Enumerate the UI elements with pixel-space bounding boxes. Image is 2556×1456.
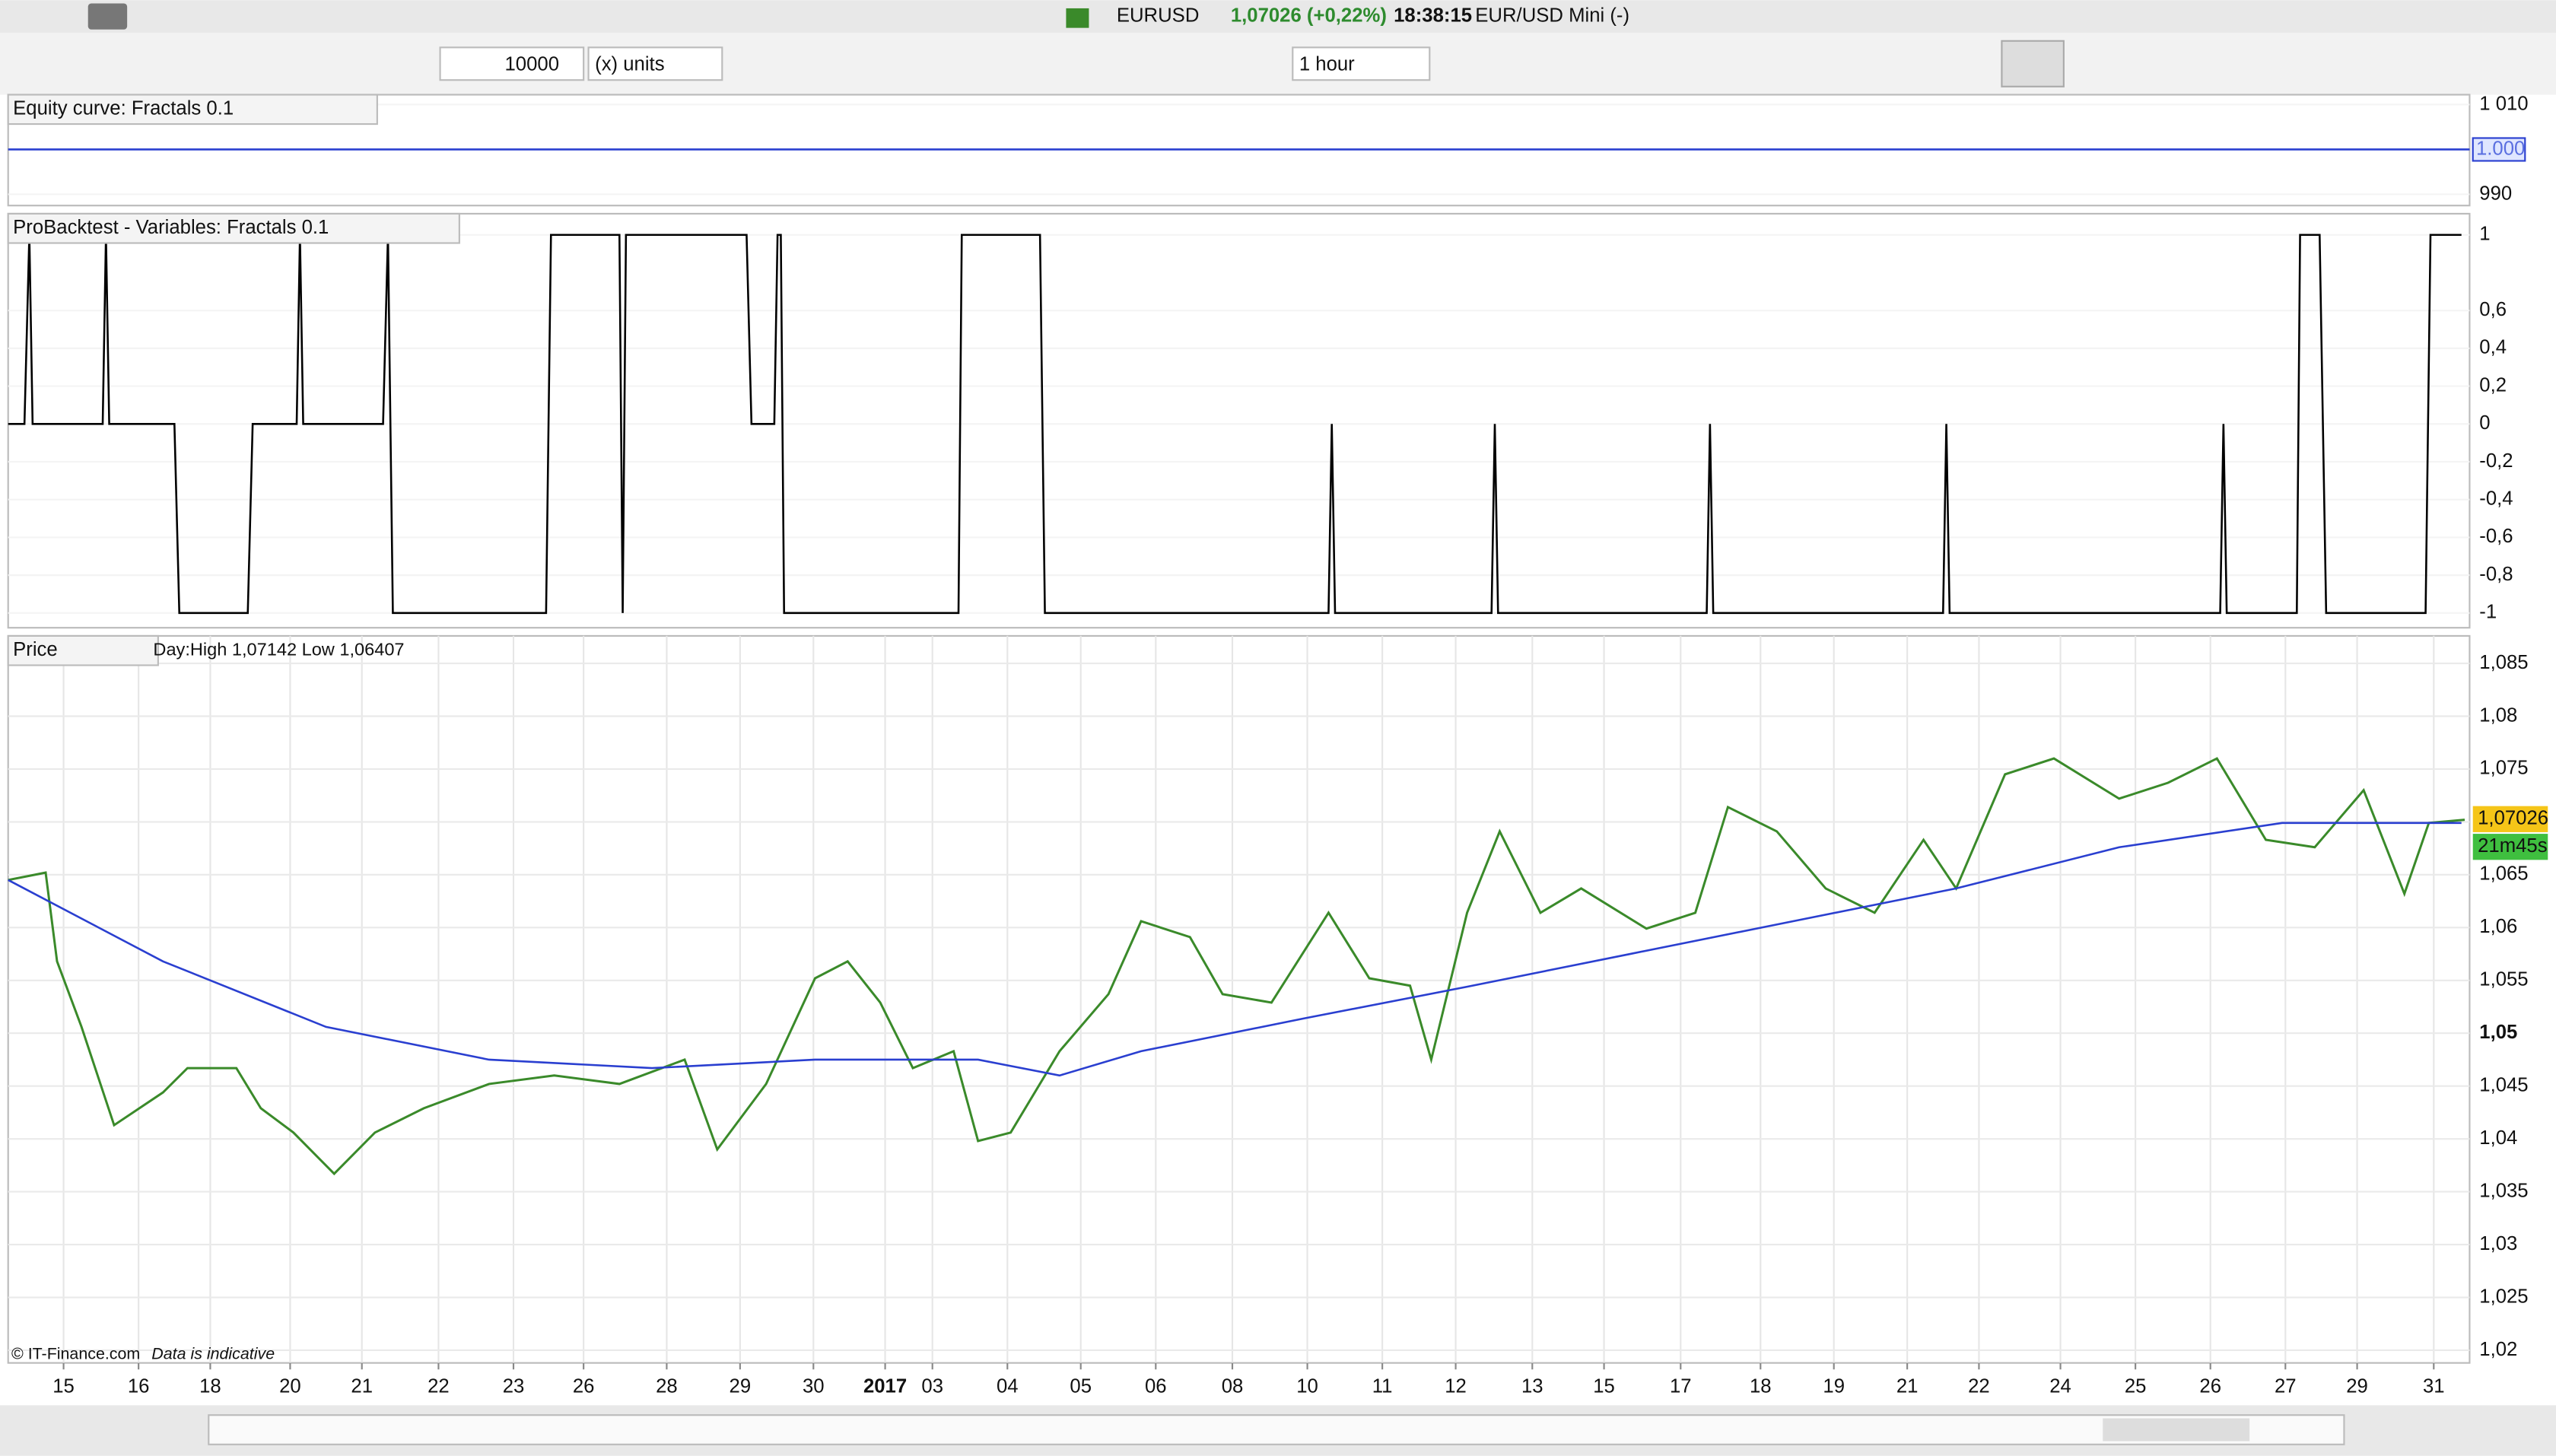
clock: 18:38:15 [1394,5,1472,26]
x-tick-label: 28 [656,1376,678,1397]
x-tick-label: 29 [2346,1376,2368,1397]
x-tick-label: 03 [921,1376,943,1397]
y-tick-label: -0,2 [2479,450,2513,472]
x-tick-label: 22 [1968,1376,1990,1397]
panel [7,634,2471,1364]
y-tick-label: 990 [2479,183,2512,204]
y-tick-label: 1,045 [2479,1074,2528,1095]
series-line [8,234,2462,615]
timeframe-select[interactable] [1292,46,1431,81]
series-line [8,757,2465,1176]
toolbar [0,33,2556,95]
y-tick-label: 1,075 [2479,758,2528,779]
last-price-label: 1,07026 [2478,808,2548,829]
panel-title-box [7,634,159,666]
x-tick-label: 16 [128,1376,150,1397]
data-note: Data is indicative [151,1345,275,1363]
y-tick-label: 1 [2479,224,2490,245]
last-price-box [2472,806,2548,832]
keyboard-button[interactable] [87,3,128,30]
series-line [8,822,2462,1077]
copyright: © IT-Finance.com [11,1345,140,1363]
x-tick-label: 26 [573,1376,595,1397]
day-range: Day:High 1,07142 Low 1,06407 [153,639,404,659]
panel-title-box [7,94,378,126]
y-tick-label: 0 [2479,412,2490,434]
x-tick-label: 05 [1070,1376,1092,1397]
y-tick-label: 1,025 [2479,1286,2528,1307]
quantity: 10000 [505,54,559,75]
y-tick-label: 1,035 [2479,1180,2528,1201]
panel [7,212,2471,629]
y-tick-label: 0,4 [2479,337,2507,358]
x-tick-label: 12 [1445,1376,1467,1397]
quote: 1,07026 (+0,22%) [1231,5,1387,26]
chart-tools-button[interactable] [2001,40,2065,87]
last-value-box [2472,137,2526,162]
x-tick-label: 27 [2275,1376,2297,1397]
y-tick-label: 1,02 [2479,1339,2517,1360]
y-tick-label: 0,2 [2479,374,2507,396]
y-tick-label: 1,03 [2479,1233,2517,1254]
x-tick-label: 04 [997,1376,1019,1397]
y-tick-label: 1 010 [2479,93,2528,114]
x-tick-label: 31 [2423,1376,2445,1397]
x-tick-label: 18 [1750,1376,1772,1397]
x-tick-label: 11 [1372,1376,1393,1397]
last-value-label: 1.000 [2476,138,2525,159]
y-tick-label: 1,065 [2479,863,2528,885]
x-tick-label: 15 [1593,1376,1615,1397]
title-bar [0,0,2556,33]
panel-title: ProBacktest - Variables: Fractals 0.1 [13,217,329,238]
y-tick-label: 1,08 [2479,704,2517,726]
x-tick-label: 17 [1670,1376,1692,1397]
countdown: 21m45s [2478,835,2547,857]
x-tick-label: 23 [503,1376,525,1397]
panel-title: Price [13,639,58,660]
y-tick-label: -0,6 [2479,526,2513,547]
y-tick-label: -1 [2479,602,2497,623]
x-tick-label: 21 [1896,1376,1919,1397]
quantity-input[interactable] [439,46,585,81]
x-tick-label: 18 [199,1376,221,1397]
y-tick-label: -0,4 [2479,488,2513,510]
x-tick-label: 20 [279,1376,301,1397]
y-tick-label: 1,085 [2479,652,2528,673]
x-tick-label: 26 [2199,1376,2221,1397]
panel-title-box [7,212,460,244]
x-tick-label: 15 [52,1376,75,1397]
instrument: EUR/USD Mini (-) [1475,5,1629,26]
y-tick-label: 1,04 [2479,1127,2517,1149]
x-tick-label: 25 [2125,1376,2147,1397]
timeframe: 1 hour [1299,54,1355,75]
scrollbar[interactable] [208,1414,2345,1445]
x-tick-label: 13 [1521,1376,1543,1397]
countdown-box [2472,834,2548,860]
x-tick-label: 10 [1296,1376,1318,1397]
units: (x) units [595,54,664,75]
symbol: EURUSD [1117,5,1200,26]
units-select[interactable] [587,46,723,81]
y-tick-label: -0,8 [2479,564,2513,585]
scroll-thumb[interactable] [2103,1418,2250,1442]
x-tick-label: 24 [2049,1376,2071,1397]
x-tick-label: 21 [351,1376,373,1397]
y-tick-label: 1,05 [2479,1022,2517,1043]
x-tick-label: 22 [428,1376,450,1397]
x-tick-label: 08 [1222,1376,1244,1397]
x-tick-label: 30 [803,1376,825,1397]
x-tick-label: 2017 [863,1376,907,1397]
x-tick-label: 06 [1145,1376,1167,1397]
y-tick-label: 1,055 [2479,969,2528,990]
panel-title: Equity curve: Fractals 0.1 [13,98,234,119]
x-tick-label: 29 [730,1376,752,1397]
y-tick-label: 0,6 [2479,299,2507,320]
y-tick-label: 1,06 [2479,916,2517,937]
candle-icon [1066,8,1089,28]
x-tick-label: 19 [1823,1376,1845,1397]
